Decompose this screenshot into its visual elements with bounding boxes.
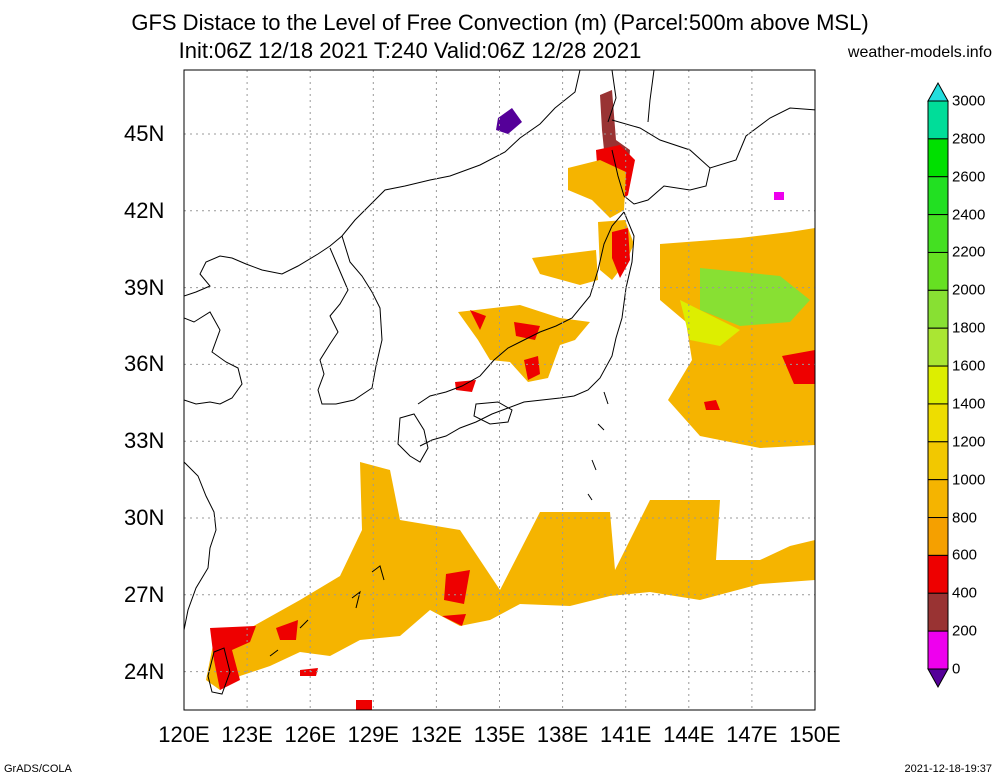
field-red-south-d bbox=[442, 614, 466, 626]
lon-label: 144E bbox=[663, 722, 715, 747]
lon-label: 132E bbox=[410, 722, 463, 747]
lon-label: 129E bbox=[347, 722, 399, 747]
colorbar-top-arrow bbox=[927, 81, 949, 102]
coast-china-east bbox=[184, 461, 217, 631]
colorbar-segment bbox=[927, 479, 949, 519]
lat-label: 24N bbox=[124, 658, 165, 684]
colorbar-segment bbox=[927, 138, 949, 178]
lon-label: 150E bbox=[789, 722, 841, 747]
field-red-japan-c bbox=[524, 356, 540, 380]
colorbar-label: 1000 bbox=[952, 471, 986, 489]
colorbar-segment bbox=[927, 289, 949, 329]
colorbar-segment bbox=[927, 517, 949, 556]
lon-label: 123E bbox=[221, 722, 273, 747]
lon-label: 120E bbox=[158, 722, 210, 747]
colorbar-segment bbox=[927, 176, 949, 216]
colorbar-segment bbox=[927, 214, 949, 253]
field-red-south-c bbox=[444, 570, 470, 604]
field-red-south-a bbox=[210, 626, 256, 690]
graticule bbox=[184, 70, 815, 710]
site-credit: weather-models.info bbox=[847, 44, 992, 61]
map-title: GFS Distace to the Level of Free Convect… bbox=[131, 10, 869, 35]
colorbar-segment bbox=[927, 251, 949, 291]
lat-label: 33N bbox=[124, 428, 165, 454]
coast-korea bbox=[317, 235, 383, 405]
lat-label: 39N bbox=[124, 274, 165, 300]
lat-label: 30N bbox=[124, 505, 165, 530]
coast-kyushu bbox=[397, 413, 429, 463]
lon-label: 138E bbox=[536, 722, 589, 747]
lon-label: 135E bbox=[473, 722, 526, 747]
field-red-south-e bbox=[356, 700, 372, 710]
lat-label: 36N bbox=[124, 351, 165, 377]
coast-izu bbox=[587, 391, 609, 501]
coast-sakhalin bbox=[607, 70, 655, 123]
coast-mainland-russia bbox=[184, 70, 581, 297]
lat-label: 45N bbox=[124, 121, 165, 146]
field-purple-mainland bbox=[496, 108, 522, 134]
field-red-south-f bbox=[300, 668, 318, 676]
coast-hokkaido bbox=[611, 107, 815, 205]
field-red-north-honshu bbox=[612, 228, 630, 278]
colorbar-segment bbox=[927, 327, 949, 367]
coast-china-north bbox=[184, 311, 243, 405]
lon-label: 141E bbox=[599, 722, 652, 747]
map-subtitle: Init:06Z 12/18 2021 T:240 Valid:06Z 12/2… bbox=[178, 38, 642, 63]
map-frame bbox=[183, 69, 816, 711]
field-red-japan-a bbox=[470, 310, 486, 330]
footer-timestamp: 2021-12-18-19:37 bbox=[904, 763, 992, 775]
colorbar bbox=[927, 81, 949, 689]
colorbar-label: 2600 bbox=[952, 168, 986, 186]
field-red-south-b bbox=[276, 620, 298, 640]
field-red-pacific-east bbox=[782, 350, 815, 384]
lat-label: 27N bbox=[124, 581, 165, 607]
field-yellow-pacific bbox=[680, 300, 740, 346]
field-orange-sea-of-japan bbox=[458, 305, 590, 382]
colorbar-segment bbox=[927, 100, 949, 140]
field-magenta-pacific bbox=[774, 192, 784, 200]
colorbar-segment bbox=[927, 554, 949, 594]
colorbar-label: 800 bbox=[952, 509, 978, 527]
colorbar-label: 1400 bbox=[952, 395, 986, 413]
colorbar-label: 2400 bbox=[952, 206, 986, 224]
lon-label: 126E bbox=[284, 722, 336, 747]
colorbar-label: 2000 bbox=[952, 281, 986, 299]
colorbar-label: 200 bbox=[952, 622, 978, 640]
colorbar-label: 3000 bbox=[952, 92, 986, 110]
coast-taiwan bbox=[207, 647, 231, 695]
field-red-pacific-small bbox=[704, 400, 720, 410]
colorbar-segment bbox=[927, 441, 949, 481]
colorbar-label: 1200 bbox=[952, 433, 986, 451]
colorbar-segment bbox=[927, 630, 949, 670]
footer-credit: GrADS/COLA bbox=[4, 763, 72, 775]
colorbar-label: 2200 bbox=[952, 243, 986, 261]
coast-ryukyu bbox=[269, 565, 385, 657]
colorbar-bottom-arrow bbox=[927, 668, 949, 689]
field-orange-hokkaido bbox=[568, 160, 626, 218]
field-orange-mainland bbox=[532, 250, 598, 285]
field-green-pacific bbox=[700, 268, 810, 326]
colorbar-label: 1600 bbox=[952, 357, 986, 375]
coastlines bbox=[184, 70, 815, 695]
colorbar-segment bbox=[927, 365, 949, 405]
lon-label: 147E bbox=[726, 722, 778, 747]
field-orange-pacific-east bbox=[660, 228, 815, 448]
colorbar-segment bbox=[927, 403, 949, 443]
colorbar-label: 0 bbox=[952, 660, 961, 678]
field-red-japan-d bbox=[455, 380, 476, 392]
lat-label: 42N bbox=[124, 197, 165, 223]
field-orange-south-band bbox=[206, 462, 815, 690]
lfc-field bbox=[206, 90, 815, 710]
colorbar-segment bbox=[927, 592, 949, 632]
colorbar-label: 1800 bbox=[952, 319, 986, 337]
colorbar-label: 2800 bbox=[952, 130, 986, 148]
colorbar-label: 400 bbox=[952, 584, 978, 602]
coast-shikoku bbox=[473, 401, 513, 425]
colorbar-label: 600 bbox=[952, 546, 978, 564]
